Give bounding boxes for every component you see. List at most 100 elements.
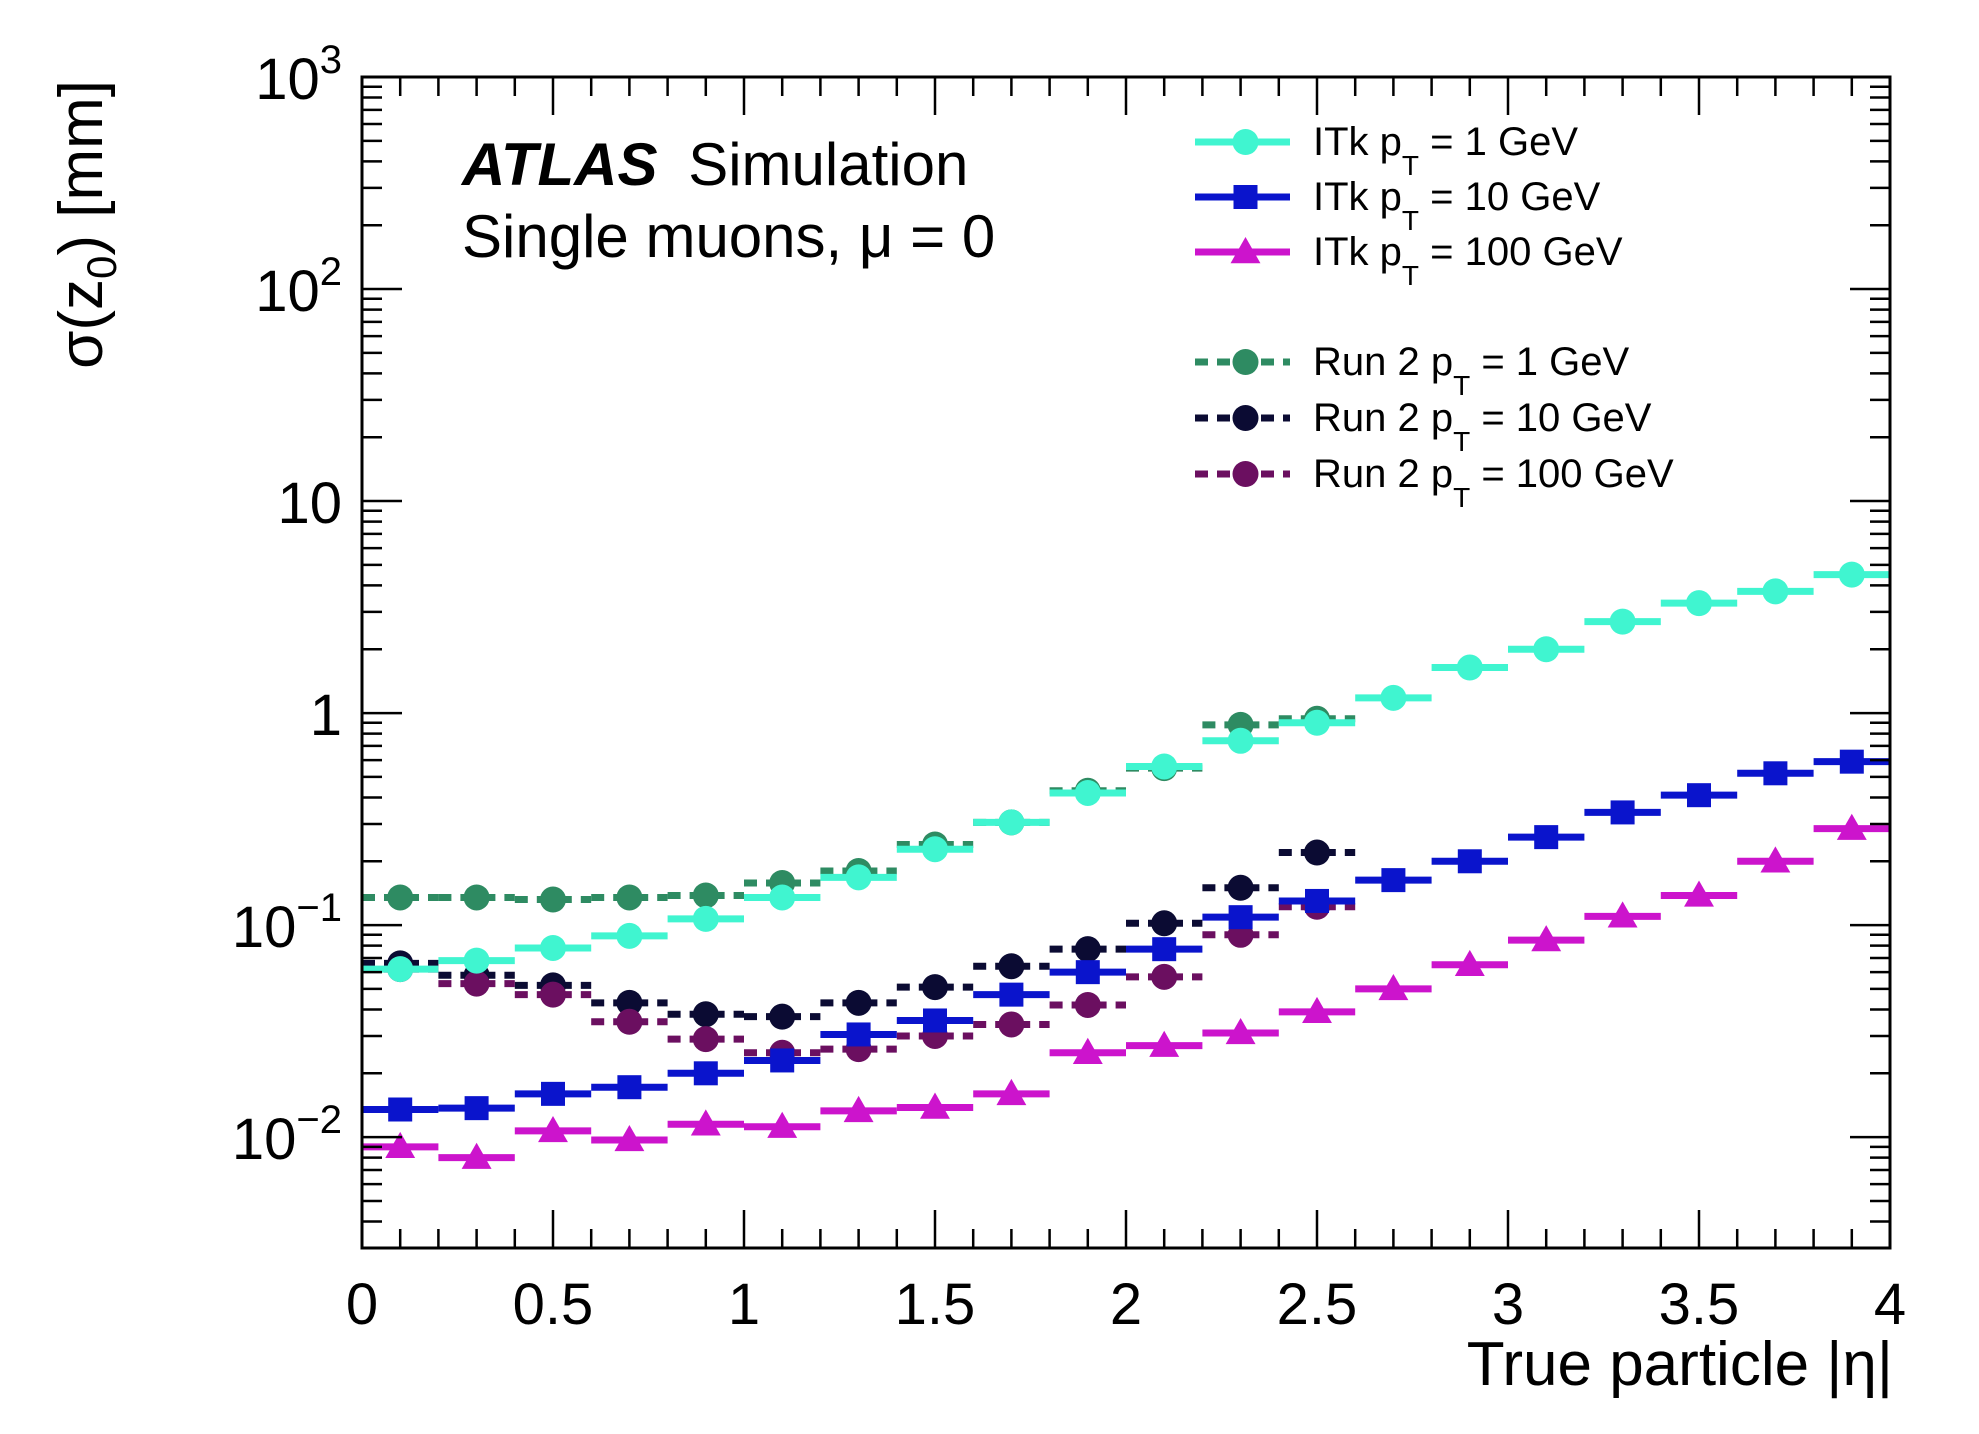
series-0-point-7	[922, 836, 948, 863]
legend-entry-3: Run 2 pT = 1 GeV	[1195, 340, 1630, 401]
series-2-point-17	[1684, 880, 1714, 907]
series-2-point-12	[1302, 996, 1332, 1024]
legend-entry-0: ITk pT = 1 GeV	[1195, 120, 1578, 181]
series-1-point-6	[846, 1022, 871, 1047]
series-0-point-8	[998, 809, 1025, 836]
series-1	[362, 749, 1890, 1122]
legend-entry-1: ITk pT = 10 GeV	[1195, 175, 1601, 236]
legend-label-2: ITk pT = 100 GeV	[1313, 230, 1623, 291]
series-2-point-2	[538, 1115, 568, 1143]
legend-label-suffix: = 10 GeV	[1419, 175, 1601, 219]
legend-label-subscript: T	[1402, 150, 1419, 181]
series-1-point-18	[1763, 761, 1788, 786]
series-4-point-3	[616, 989, 643, 1016]
x-tick-label: 2	[1110, 1272, 1142, 1337]
legend-label-suffix: = 100 GeV	[1470, 452, 1674, 496]
legend-marker-3	[1232, 349, 1259, 375]
series-0-point-2	[540, 934, 566, 961]
series-5-point-10	[1151, 963, 1178, 990]
x-axis-title: True particle |η|	[1467, 1330, 1893, 1399]
series-1-point-11	[1228, 905, 1253, 930]
series-4-point-11	[1227, 874, 1254, 901]
series-3-point-2	[540, 886, 566, 913]
y-title-main: σ(z	[47, 279, 116, 369]
legend-label-suffix: = 1 GeV	[1419, 120, 1578, 164]
plot-area	[362, 561, 1890, 1169]
legend-label-prefix: Run 2 p	[1313, 396, 1453, 440]
series-0-point-3	[616, 922, 643, 949]
series-3-point-3	[616, 884, 643, 911]
series-5-point-8	[998, 1011, 1025, 1038]
series-1-point-13	[1381, 868, 1406, 893]
y-tick-base: 10	[232, 1107, 297, 1172]
series-1-point-0	[388, 1097, 413, 1122]
series-5-point-1	[463, 970, 490, 997]
x-tick-label: 3	[1492, 1272, 1524, 1337]
legend-marker-2	[1230, 237, 1261, 264]
series-2-point-6	[843, 1095, 874, 1123]
series-0-point-0	[387, 956, 414, 983]
series-0	[362, 561, 1890, 983]
series-5-point-3	[616, 1008, 643, 1035]
series-1-point-19	[1839, 749, 1864, 774]
y-tick-exponent: −2	[296, 1098, 342, 1142]
series-2-point-4	[690, 1109, 721, 1136]
series-2-point-8	[996, 1078, 1027, 1106]
legend-label-suffix: = 1 GeV	[1470, 340, 1629, 384]
legend-entry-4: Run 2 pT = 10 GeV	[1195, 396, 1652, 457]
series-4-point-10	[1151, 910, 1178, 937]
legend-marker-0	[1232, 129, 1259, 155]
series-1-point-1	[464, 1096, 489, 1121]
series-4-point-9	[1074, 936, 1101, 963]
series-0-point-11	[1227, 727, 1254, 754]
y-tick-exponent: 2	[320, 250, 342, 294]
legend-marker-4	[1232, 405, 1259, 431]
subtitle-label: Single muons, μ = 0	[462, 203, 995, 270]
y-axis-title: σ(z0) [mm]	[47, 80, 125, 369]
series-3-point-0	[387, 884, 414, 911]
atlas-label: ATLAS Simulation	[460, 131, 968, 198]
series-2-point-11	[1225, 1018, 1256, 1045]
series-5-point-9	[1074, 991, 1101, 1018]
series-2-point-3	[614, 1124, 645, 1152]
series-1-point-4	[693, 1061, 718, 1086]
x-tick-label: 3.5	[1659, 1272, 1740, 1337]
series-1-point-14	[1457, 849, 1482, 874]
series-2-point-10	[1149, 1030, 1180, 1057]
series-2-point-1	[461, 1142, 492, 1169]
legend-entry-2: ITk pT = 100 GeV	[1195, 230, 1623, 291]
series-4-point-4	[692, 1001, 719, 1028]
y-tick-base: 10	[255, 47, 320, 112]
legend-label-3: Run 2 pT = 1 GeV	[1313, 340, 1630, 401]
series-0-point-13	[1380, 684, 1407, 711]
y-tick-base: 10	[255, 259, 320, 324]
series-3-point-4	[692, 882, 719, 909]
legend-label-0: ITk pT = 1 GeV	[1313, 120, 1578, 181]
series-4-point-8	[998, 953, 1025, 980]
legend-label-suffix: = 10 GeV	[1470, 396, 1652, 440]
series-0-point-14	[1456, 654, 1483, 681]
series-4-point-7	[922, 974, 948, 1001]
y-tick-exponent: −1	[296, 886, 342, 930]
legend-label-subscript: T	[1453, 370, 1470, 401]
series-2	[362, 813, 1890, 1169]
y-tick-label: 10−1	[232, 886, 342, 960]
y-tick-label: 10	[277, 471, 342, 536]
y-tick-label: 10−2	[232, 1098, 342, 1172]
series-2-point-13	[1378, 973, 1409, 1001]
series-1-point-16	[1610, 800, 1635, 825]
atlas-logo-text: ATLAS	[460, 131, 658, 198]
series-1-point-7	[923, 1008, 947, 1033]
series-1-point-10	[1152, 937, 1177, 962]
x-tick-label: 0	[346, 1272, 378, 1337]
legend-entry-5: Run 2 pT = 100 GeV	[1195, 452, 1674, 513]
series-2-point-14	[1454, 949, 1485, 976]
legend-label-subscript: T	[1402, 260, 1419, 291]
series-4-point-6	[845, 989, 872, 1016]
series-2-point-5	[767, 1111, 798, 1138]
series-1-point-5	[770, 1048, 795, 1073]
series-2-point-15	[1531, 925, 1562, 952]
series-0-point-16	[1609, 608, 1636, 635]
